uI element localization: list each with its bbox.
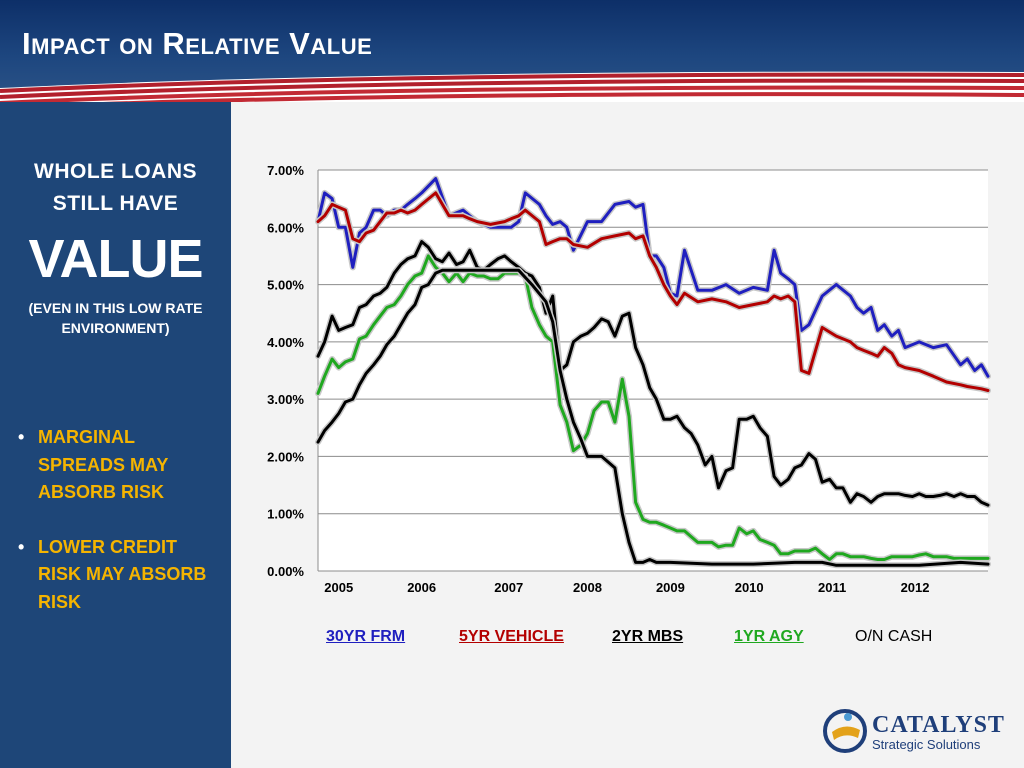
series-line-o-n-cash bbox=[316, 268, 990, 567]
legend-on-cash: O/N CASH bbox=[855, 628, 933, 645]
bullet-text: MARGINAL SPREADS MAY ABSORB RISK bbox=[38, 427, 169, 502]
y-tick-label: 5.00% bbox=[267, 278, 304, 293]
sidebar-heading-line1: WHOLE LOANS bbox=[34, 160, 197, 183]
legend-2yr-mbs: 2YR MBS bbox=[612, 628, 684, 645]
series-line-2yr-mbs bbox=[316, 240, 990, 507]
x-tick-label: 2007 bbox=[494, 580, 523, 595]
sidebar-heading-value: VALUE bbox=[28, 229, 203, 289]
sidebar-subheading: (EVEN IN THIS LOW RATE ENVIRONMENT) bbox=[28, 300, 203, 336]
catalyst-emblem-icon bbox=[823, 709, 867, 753]
y-tick-label: 7.00% bbox=[267, 163, 304, 178]
x-tick-label: 2012 bbox=[901, 580, 930, 595]
y-tick-label: 0.00% bbox=[267, 564, 304, 579]
logo-name: CATALYST bbox=[872, 712, 1005, 738]
sidebar-bullet-list: • MARGINAL SPREADS MAY ABSORB RISK • LOWER… bbox=[18, 424, 218, 643]
bullet-dot-icon: • bbox=[18, 536, 25, 557]
y-tick-label: 4.00% bbox=[267, 335, 304, 350]
legend-5yr-vehicle: 5YR VEHICLE bbox=[459, 628, 564, 645]
y-tick-label: 2.00% bbox=[267, 449, 304, 464]
plot-area bbox=[318, 170, 988, 571]
bullet-item: • MARGINAL SPREADS MAY ABSORB RISK bbox=[18, 424, 218, 507]
flag-stripes bbox=[0, 71, 1024, 102]
bullet-dot-icon: • bbox=[18, 427, 25, 447]
x-tick-label: 2006 bbox=[407, 580, 436, 595]
y-tick-label: 1.00% bbox=[267, 507, 304, 522]
x-tick-label: 2010 bbox=[735, 580, 764, 595]
x-tick-label: 2008 bbox=[573, 580, 602, 595]
x-tick-label: 2005 bbox=[324, 580, 353, 595]
series-line-5yr-vehicle bbox=[316, 191, 990, 392]
y-tick-label: 3.00% bbox=[267, 392, 304, 407]
x-tick-label: 2011 bbox=[818, 580, 846, 595]
catalyst-logo: CATALYST Strategic Solutions bbox=[822, 708, 1005, 756]
chart-legend: 30YR FRM 5YR VEHICLE 2YR MBS 1YR AGY O/N… bbox=[0, 628, 1024, 652]
series-line-1yr-agy bbox=[316, 254, 990, 561]
logo-subtitle: Strategic Solutions bbox=[872, 737, 981, 752]
line-chart: 0.00% 1.00% 2.00% 3.00% 4.00% 5.00% 6.00% 7.00%… bbox=[267, 163, 991, 595]
slide-header: Impact on Relative Value bbox=[0, 0, 1024, 102]
x-tick-label: 2009 bbox=[656, 580, 685, 595]
y-tick-label: 6.00% bbox=[267, 220, 304, 235]
slide-title: Impact on Relative Value bbox=[22, 26, 373, 61]
bullet-item: • LOWER CREDIT RISK MAY ABSORB RISK bbox=[18, 534, 218, 617]
bullet-text: LOWER CREDIT RISK MAY ABSORB RISK bbox=[38, 536, 207, 612]
legend-1yr-agy: 1YR AGY bbox=[734, 628, 804, 645]
legend-30yr-frm: 30YR FRM bbox=[326, 628, 406, 645]
sidebar-heading-line2: STILL HAVE bbox=[52, 192, 179, 215]
sidebar-panel: WHOLE LOANS STILL HAVE VALUE (EVEN IN TH… bbox=[0, 102, 231, 768]
